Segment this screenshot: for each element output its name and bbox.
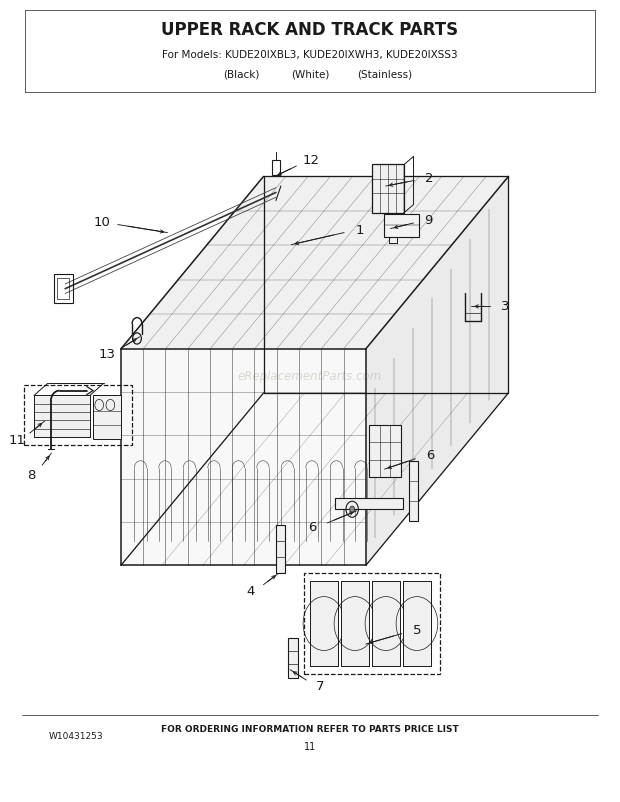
Text: 2: 2 bbox=[425, 172, 434, 184]
Bar bbox=[409, 461, 418, 521]
Circle shape bbox=[350, 506, 355, 512]
Bar bbox=[372, 581, 400, 666]
Bar bbox=[341, 581, 369, 666]
Text: 13: 13 bbox=[99, 348, 116, 361]
Text: 12: 12 bbox=[303, 155, 319, 168]
Bar bbox=[372, 164, 404, 213]
Bar bbox=[369, 425, 401, 477]
Text: 6: 6 bbox=[308, 520, 317, 534]
Bar bbox=[403, 581, 431, 666]
Text: 10: 10 bbox=[94, 217, 111, 229]
Bar bbox=[304, 573, 440, 674]
Bar bbox=[24, 385, 132, 445]
Text: UPPER RACK AND TRACK PARTS: UPPER RACK AND TRACK PARTS bbox=[161, 22, 459, 39]
Polygon shape bbox=[121, 176, 508, 349]
Text: (Stainless): (Stainless) bbox=[357, 70, 412, 79]
Bar bbox=[341, 581, 369, 666]
Text: eReplacementParts.com: eReplacementParts.com bbox=[238, 371, 382, 383]
Text: 11: 11 bbox=[304, 743, 316, 752]
Text: For Models: KUDE20IXBL3, KUDE20IXWH3, KUDE20IXSS3: For Models: KUDE20IXBL3, KUDE20IXWH3, KU… bbox=[162, 50, 458, 59]
Polygon shape bbox=[366, 176, 508, 565]
Text: 6: 6 bbox=[426, 448, 435, 462]
Bar bbox=[288, 638, 298, 678]
Bar bbox=[310, 581, 338, 666]
Bar bbox=[272, 160, 280, 175]
Text: 5: 5 bbox=[413, 624, 421, 637]
Text: FOR ORDERING INFORMATION REFER TO PARTS PRICE LIST: FOR ORDERING INFORMATION REFER TO PARTS … bbox=[161, 724, 459, 734]
Bar bbox=[403, 581, 431, 666]
Text: W10431253: W10431253 bbox=[48, 731, 103, 741]
Text: 3: 3 bbox=[501, 300, 510, 313]
Bar bbox=[54, 274, 73, 303]
Text: 1: 1 bbox=[355, 224, 363, 237]
Text: 11: 11 bbox=[8, 434, 25, 448]
Polygon shape bbox=[121, 349, 366, 565]
Text: 7: 7 bbox=[316, 680, 324, 693]
Bar bbox=[276, 525, 285, 573]
Text: 9: 9 bbox=[425, 214, 433, 227]
Bar bbox=[310, 581, 338, 666]
Bar bbox=[384, 214, 418, 237]
Bar bbox=[335, 498, 403, 509]
Text: 8: 8 bbox=[27, 469, 35, 482]
Text: (White): (White) bbox=[291, 70, 329, 79]
Text: 4: 4 bbox=[246, 585, 254, 598]
Bar bbox=[93, 395, 121, 439]
Bar bbox=[372, 581, 400, 666]
Text: (Black): (Black) bbox=[224, 70, 260, 79]
Bar bbox=[57, 278, 69, 299]
Polygon shape bbox=[34, 395, 90, 437]
